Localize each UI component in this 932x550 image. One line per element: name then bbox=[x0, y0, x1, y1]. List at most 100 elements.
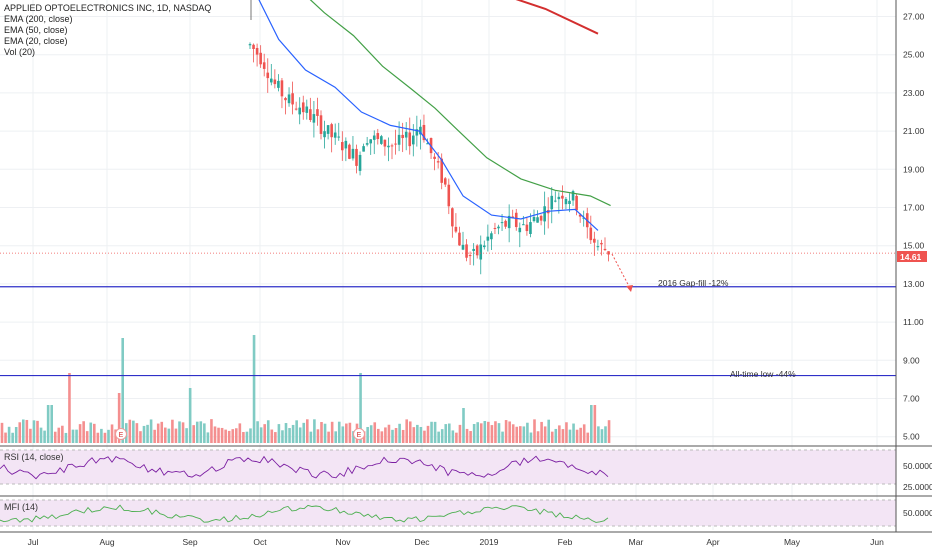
volume-bar bbox=[558, 425, 561, 443]
ema-line bbox=[515, 0, 599, 35]
candle-body bbox=[404, 131, 408, 138]
volume-bar bbox=[440, 429, 444, 443]
x-tick-label: Oct bbox=[253, 537, 267, 547]
candle-body bbox=[582, 217, 585, 219]
volume-bar bbox=[224, 429, 227, 443]
volume-bar bbox=[334, 431, 337, 443]
volume-bar bbox=[575, 429, 579, 443]
volume-bar bbox=[373, 422, 377, 443]
candle-body bbox=[607, 251, 610, 255]
legend-title: APPLIED OPTOELECTRONICS INC, 1D, NASDAQ bbox=[4, 3, 212, 13]
volume-bar bbox=[593, 405, 597, 443]
earnings-marker-icon bbox=[353, 428, 365, 440]
volume-bar bbox=[323, 423, 327, 443]
volume-bar bbox=[565, 422, 568, 443]
volume-bar bbox=[64, 432, 68, 443]
volume-bar bbox=[426, 425, 430, 443]
candle-body bbox=[578, 214, 582, 217]
candle-body bbox=[557, 196, 561, 200]
ema-lines bbox=[258, 0, 611, 231]
candle-body bbox=[593, 238, 596, 243]
candle-body bbox=[408, 132, 412, 147]
candle-body bbox=[277, 80, 280, 88]
candle-body bbox=[255, 47, 259, 55]
volume-bar bbox=[96, 432, 100, 443]
y-tick-label: 13.00 bbox=[903, 279, 925, 289]
mfi-line bbox=[0, 504, 609, 523]
candle-body bbox=[493, 227, 497, 229]
volume-bar bbox=[298, 427, 302, 443]
candle-body bbox=[490, 233, 493, 240]
candle-body bbox=[419, 126, 422, 135]
candle-body bbox=[575, 195, 578, 211]
volume-bar bbox=[572, 423, 575, 443]
candle-body bbox=[387, 145, 390, 148]
volume-bar bbox=[213, 426, 217, 443]
x-tick-label: Apr bbox=[706, 537, 719, 547]
candle-body bbox=[532, 216, 536, 222]
volume-bar bbox=[519, 426, 522, 443]
volume-bar bbox=[309, 431, 313, 443]
volume-bar bbox=[597, 426, 600, 443]
candle-body bbox=[326, 125, 330, 134]
earnings-marker-icon bbox=[115, 428, 127, 440]
legend-ema20: EMA (20, close) bbox=[4, 36, 68, 46]
candle-body bbox=[270, 78, 273, 83]
earnings-marker-label: E bbox=[357, 432, 362, 439]
volume-bar bbox=[330, 421, 334, 443]
volume-bar bbox=[604, 426, 607, 443]
x-tick-label: Aug bbox=[99, 537, 114, 547]
candle-body bbox=[305, 106, 309, 113]
volume-bar bbox=[448, 423, 451, 443]
volume-bar bbox=[142, 425, 146, 443]
volume-bar bbox=[412, 427, 416, 443]
volume-bar bbox=[185, 428, 188, 443]
mfi-band bbox=[0, 500, 896, 526]
volume-bar bbox=[36, 420, 39, 443]
volume-bar bbox=[419, 426, 423, 443]
candle-body bbox=[252, 44, 255, 49]
volume-bar bbox=[540, 421, 543, 443]
volume-bar bbox=[210, 419, 213, 443]
volume-bar bbox=[61, 425, 64, 443]
candle-body bbox=[522, 224, 525, 226]
x-tick-label: Sep bbox=[182, 537, 197, 547]
volume-bar bbox=[405, 419, 408, 443]
volume-bar bbox=[554, 428, 558, 443]
volume-bar bbox=[39, 427, 43, 443]
candle-body bbox=[301, 102, 305, 113]
candle-body bbox=[291, 93, 294, 105]
candle-body bbox=[500, 222, 504, 224]
candle-body bbox=[529, 222, 532, 235]
candle-body bbox=[539, 215, 543, 221]
volume-bar bbox=[249, 428, 252, 443]
volume-bar bbox=[462, 408, 465, 443]
candle-body bbox=[564, 198, 568, 205]
candle-body bbox=[486, 236, 490, 241]
volume-bar bbox=[345, 423, 348, 443]
candle-body bbox=[262, 62, 266, 69]
price-label-text: 14.61 bbox=[900, 252, 922, 262]
volume-bar bbox=[0, 422, 4, 443]
volume-bar bbox=[277, 424, 281, 443]
volume-bar bbox=[384, 427, 387, 443]
volume-bar bbox=[313, 419, 316, 443]
volume-bar bbox=[281, 430, 284, 443]
x-tick-label: Feb bbox=[558, 537, 573, 547]
candle-body bbox=[316, 109, 319, 116]
volume-bar bbox=[29, 428, 32, 443]
volume-bar bbox=[423, 430, 426, 443]
candle-body bbox=[454, 226, 458, 232]
candle-body bbox=[461, 244, 465, 250]
candle-body bbox=[376, 133, 380, 140]
candle-body bbox=[284, 98, 287, 101]
volume-bar bbox=[327, 431, 330, 443]
legend: APPLIED OPTOELECTRONICS INC, 1D, NASDAQ … bbox=[4, 3, 211, 58]
rsi-line bbox=[0, 455, 609, 480]
candle-body bbox=[571, 191, 575, 201]
candle-body bbox=[447, 184, 451, 207]
earnings-marker-label: E bbox=[119, 432, 124, 439]
rsi-title: RSI (14, close) bbox=[4, 452, 64, 462]
volume-bar bbox=[78, 424, 82, 443]
